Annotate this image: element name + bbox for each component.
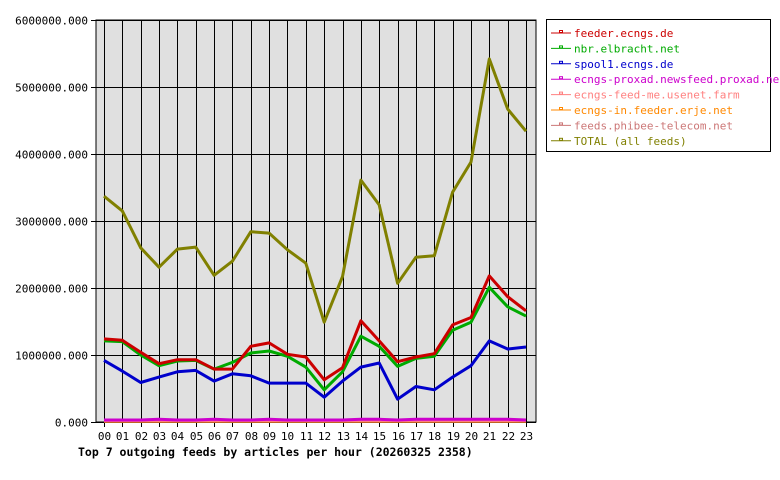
x-tick-label: 17: [410, 430, 423, 443]
x-tick-label: 07: [226, 430, 239, 443]
x-tick-label: 14: [355, 430, 369, 443]
legend-marker-icon: [559, 107, 563, 110]
legend-item: ecngs-feed-me.usenet.farm: [551, 89, 740, 102]
legend-box: [546, 19, 771, 152]
legend-item: TOTAL (all feeds): [551, 135, 687, 148]
legend-label: spool1.ecngs.de: [574, 58, 673, 71]
y-tick-label: 4000000.000: [15, 149, 88, 162]
legend-marker-icon: [559, 60, 563, 64]
y-tick-label: 5000000.000: [15, 82, 88, 95]
x-tick-label: 02: [135, 430, 148, 443]
x-axis: 00 01 02 03 04 05 06 07 08 09 10 11 12 13 14 15 16 17 18 19…: [98, 430, 533, 443]
x-tick-label: 21: [483, 430, 496, 443]
x-tick-label: 22: [502, 430, 515, 443]
legend-label: feeder.ecngs.de: [574, 27, 673, 40]
x-tick-label: 12: [318, 430, 331, 443]
legend-label: TOTAL (all feeds): [574, 135, 687, 148]
y-axis: 0.000 1000000.000 2000000.000 3000000.000 40…: [15, 15, 96, 430]
y-tick-label: 6000000.000: [15, 15, 88, 28]
series-lines: [103, 57, 528, 423]
x-tick-label: 01: [116, 430, 129, 443]
x-tick-label: 16: [392, 430, 405, 443]
legend-item: spool1.ecngs.de: [551, 58, 673, 71]
x-tick-label: 08: [245, 430, 258, 443]
legend: feeder.ecngs.de nbr.elbracht.net spool1.ec…: [546, 19, 780, 152]
legend-marker-icon: [559, 91, 563, 95]
series-line-feeder-ecngs-de: [103, 274, 527, 382]
legend-item: feeder.ecngs.de: [551, 27, 673, 40]
legend-item: feeds.phibee-telecom.net: [551, 119, 733, 132]
x-tick-label: 15: [373, 430, 386, 443]
x-tick-label: 03: [153, 430, 166, 443]
x-tick-label: 06: [208, 430, 221, 443]
x-tick-label: 11: [300, 430, 313, 443]
x-tick-label: 23: [520, 430, 533, 443]
x-tick-label: 09: [263, 430, 276, 443]
legend-marker-icon: [559, 137, 563, 141]
legend-item: ecngs-in.feeder.erje.net: [551, 104, 733, 117]
legend-item: ecngs-proxad.newsfeed.proxad.net: [551, 73, 780, 86]
legend-marker-icon: [559, 30, 563, 33]
legend-marker-icon: [559, 122, 563, 126]
legend-label: ecngs-proxad.newsfeed.proxad.net: [574, 73, 780, 86]
x-tick-label: 00: [98, 430, 111, 443]
x-tick-label: 18: [428, 430, 441, 443]
y-tick-label: 1000000.000: [15, 350, 88, 363]
x-tick-label: 19: [447, 430, 460, 443]
y-tick-label: 3000000.000: [15, 216, 88, 229]
legend-label: feeds.phibee-telecom.net: [574, 119, 733, 132]
x-tick-label: 20: [465, 430, 478, 443]
y-tick-label: 0.000: [55, 417, 88, 430]
x-tick-label: 10: [281, 430, 294, 443]
legend-marker-icon: [559, 76, 563, 80]
legend-label: ecngs-in.feeder.erje.net: [574, 104, 733, 117]
legend-marker-icon: [559, 45, 563, 49]
x-tick-label: 13: [337, 430, 350, 443]
legend-item: nbr.elbracht.net: [551, 42, 680, 55]
x-tick-label: 04: [171, 430, 185, 443]
legend-label: ecngs-feed-me.usenet.farm: [574, 89, 740, 102]
series-line-total-all-feeds-: [103, 57, 528, 324]
x-tick-label: 05: [190, 430, 203, 443]
chart-title: Top 7 outgoing feeds by articles per hou…: [78, 445, 473, 459]
legend-label: nbr.elbracht.net: [574, 42, 680, 55]
series-line-spool1-ecngs-de: [103, 339, 527, 401]
series-line-ecngs-proxad-newsfeed-proxad-net: [104, 417, 527, 422]
y-tick-label: 2000000.000: [15, 283, 88, 296]
